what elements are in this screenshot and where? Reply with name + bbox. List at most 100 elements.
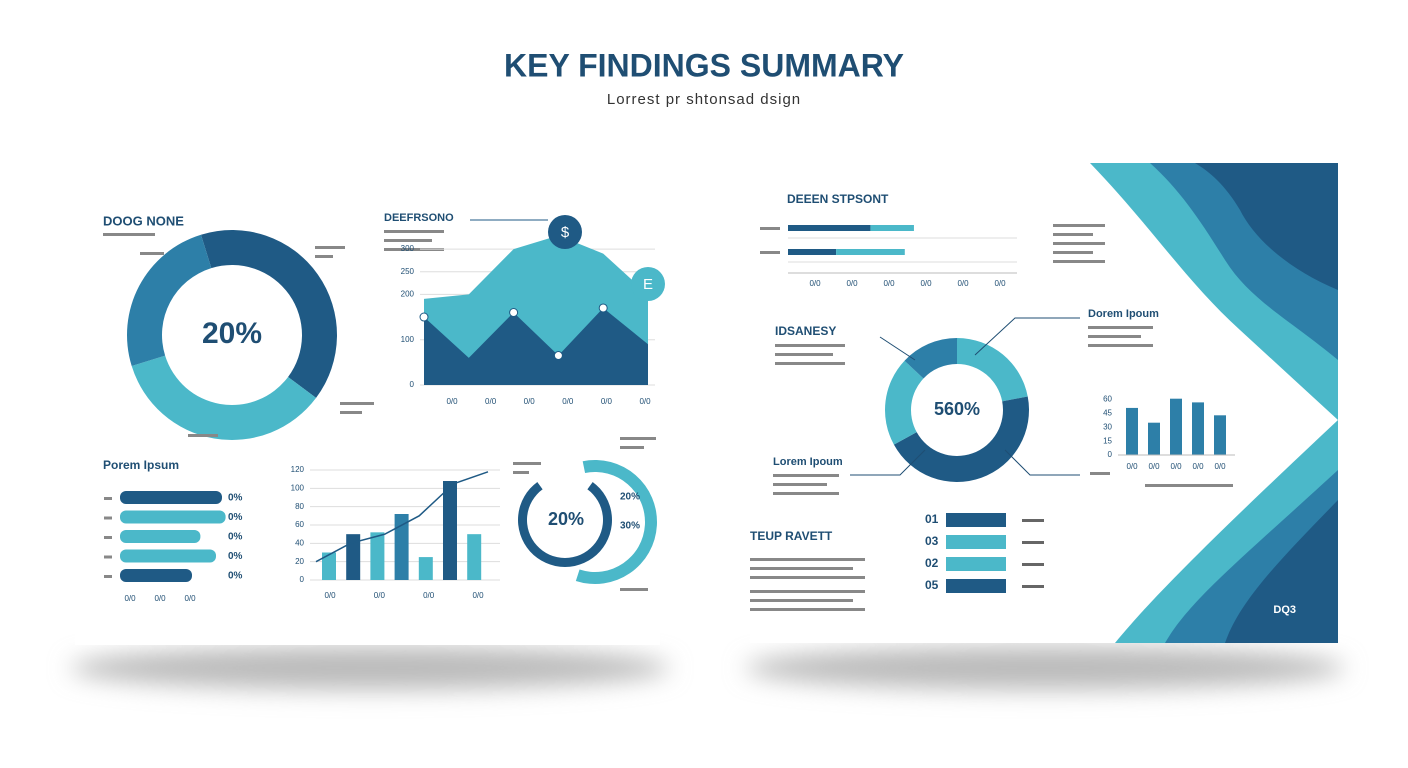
decor-waves [1090, 163, 1338, 643]
shadow [745, 646, 1345, 690]
hbar [788, 225, 871, 231]
title: KEY FINDINGS SUMMARY [504, 47, 904, 83]
connector [879, 336, 916, 361]
end-label: 0% [228, 571, 243, 582]
hbar [120, 549, 216, 563]
placeholder-text [315, 255, 333, 258]
donut-title: IDSANESY [775, 324, 836, 338]
note-title: TEUP RAVETT [750, 529, 833, 543]
label: $ [561, 224, 570, 241]
hbar [120, 510, 226, 524]
placeholder-text [1053, 242, 1105, 245]
x-tick-label: 0/0 [846, 279, 858, 288]
area-title: DEEFRSONO [384, 212, 454, 224]
list-bar [946, 535, 1006, 549]
hbar [120, 530, 201, 543]
label: 30% [620, 521, 640, 532]
y-tick-label: 40 [295, 538, 304, 547]
y-tick-label: 45 [1103, 409, 1112, 418]
placeholder-text [750, 590, 865, 593]
x-tick-label: 0/0 [324, 591, 336, 600]
placeholder-text [775, 353, 833, 356]
donut-segment [200, 230, 338, 398]
y-tick-label: 300 [401, 244, 415, 253]
center-label: 20% [202, 317, 262, 350]
connector [1004, 449, 1080, 476]
end-label: 0% [228, 551, 243, 562]
donut-segment [904, 338, 957, 379]
y-tick-label: 200 [401, 289, 415, 298]
placeholder-text [750, 567, 853, 570]
x-tick-label: 0/0 [1148, 462, 1160, 471]
placeholder-text [750, 599, 853, 602]
placeholder-text [340, 402, 374, 405]
placeholder-text [1053, 233, 1093, 236]
end-label: 0% [228, 493, 243, 504]
x-tick-label: 0/0 [154, 594, 166, 603]
placeholder-text [1088, 335, 1141, 338]
icon [631, 267, 665, 301]
x-tick-label: 0/0 [883, 279, 895, 288]
x-tick-label: 0/0 [1192, 462, 1204, 471]
x-tick-label: 0/0 [524, 397, 536, 406]
placeholder-text [775, 362, 845, 365]
end-label: 0% [228, 532, 243, 543]
bar [1126, 407, 1138, 455]
placeholder-text [1053, 224, 1105, 227]
placeholder-text [104, 516, 112, 520]
x-tick-label: 0/0 [423, 591, 435, 600]
x-tick-label: 0/0 [472, 591, 484, 600]
placeholder-text [773, 474, 839, 477]
x-tick-label: 0/0 [1214, 462, 1226, 471]
bar [394, 514, 409, 580]
placeholder-text [775, 344, 845, 347]
placeholder-text [1088, 344, 1153, 347]
placeholder-text [1090, 472, 1110, 475]
y-tick-label: 80 [295, 502, 304, 511]
y-tick-label: 100 [401, 335, 415, 344]
donut-segment [537, 473, 593, 490]
x-tick-label: 0/0 [374, 591, 386, 600]
hbar [120, 569, 192, 582]
placeholder-text [1022, 563, 1044, 566]
y-tick-label: 250 [401, 267, 415, 276]
donut-segment [126, 234, 212, 367]
list-bar [946, 557, 1006, 571]
placeholder-text [1022, 519, 1044, 522]
y-tick-label: 0 [410, 380, 415, 389]
x-tick-label: 0/0 [485, 397, 497, 406]
placeholder-text [760, 227, 780, 230]
y-tick-label: 0 [1108, 450, 1113, 459]
x-tick-label: 0/0 [601, 397, 613, 406]
placeholder-text [750, 608, 865, 611]
label: Lorem Ipoum [773, 456, 843, 468]
y-tick-label: 15 [1103, 436, 1112, 445]
placeholder-text [513, 471, 529, 474]
placeholder-text [140, 252, 164, 255]
list-bar [946, 513, 1006, 527]
placeholder-text [1022, 585, 1044, 588]
hbar [120, 491, 222, 504]
placeholder-text [1053, 260, 1105, 263]
y-tick-label: 20 [295, 557, 304, 566]
y-tick-label: 100 [291, 483, 305, 492]
label: Dorem Ipoum [1088, 308, 1159, 320]
placeholder-text [104, 536, 112, 539]
area [424, 307, 648, 385]
x-tick-label: 0/0 [446, 397, 458, 406]
placeholder-text [340, 411, 362, 414]
x-tick-label: 0/0 [957, 279, 969, 288]
bar [1148, 422, 1160, 455]
x-tick-label: 0/0 [1170, 462, 1182, 471]
donut-segment [885, 360, 924, 445]
placeholder-text [384, 248, 444, 251]
y-tick-label: 120 [291, 465, 305, 474]
placeholder-text [760, 251, 780, 254]
icon [548, 215, 582, 249]
label: E [643, 276, 653, 293]
label: 20% [620, 492, 640, 503]
center-label: 560% [934, 399, 980, 419]
bar [467, 534, 482, 580]
donut-segment [957, 338, 1028, 402]
x-tick-label: 0/0 [184, 594, 196, 603]
